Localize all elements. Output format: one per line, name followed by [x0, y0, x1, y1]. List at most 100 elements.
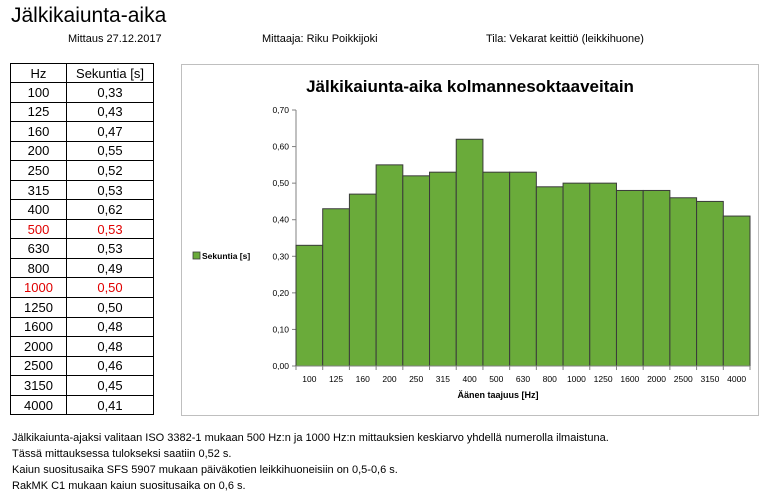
cell-seconds: 0,46 — [66, 355, 154, 377]
y-tick-label: 0,40 — [272, 215, 289, 225]
chart-title: Jälkikaiunta-aika kolmannesoktaaveitain — [306, 77, 634, 96]
cell-seconds: 0,53 — [66, 179, 154, 201]
bar-chart: Jälkikaiunta-aika kolmannesoktaaveitain … — [192, 77, 751, 400]
cell-seconds: 0,50 — [66, 297, 154, 318]
cell-hz: 100 — [10, 82, 67, 103]
legend-swatch — [192, 251, 201, 260]
bar — [375, 164, 404, 367]
x-tick-label: 1000 — [567, 374, 586, 384]
bar — [535, 186, 564, 367]
cell-hz: 2500 — [10, 355, 67, 377]
x-tick-label: 2000 — [647, 374, 666, 384]
table-row: 100 0,33 — [10, 82, 154, 103]
bar — [615, 189, 644, 367]
bar — [429, 171, 457, 367]
table-row: 1250 0,50 — [10, 297, 154, 318]
x-axis-label: Äänen taajuus [Hz] — [457, 390, 538, 400]
x-tick-label: 315 — [436, 374, 450, 384]
column-header-hz: Hz — [10, 63, 67, 83]
bar — [509, 171, 537, 367]
table-row: 2500 0,46 — [10, 355, 154, 377]
table-row: 400 0,62 — [10, 199, 154, 220]
table-row: 2000 0,48 — [10, 336, 154, 357]
table-header-row: Hz Sekuntia [s] — [10, 63, 154, 83]
cell-seconds: 0,53 — [66, 238, 154, 259]
y-tick-label: 0,00 — [272, 361, 289, 371]
note-line: Jälkikaiunta-ajaksi valitaan ISO 3382-1 … — [12, 432, 609, 444]
cell-hz: 1250 — [10, 297, 67, 318]
cell-seconds: 0,50 — [66, 277, 154, 299]
legend-label: Sekuntia [s] — [202, 251, 250, 261]
notes: Jälkikaiunta-ajaksi valitaan ISO 3382-1 … — [12, 430, 609, 494]
x-tick-label: 3150 — [700, 374, 719, 384]
x-tick-label: 400 — [462, 374, 476, 384]
bar — [562, 182, 591, 367]
column-header-seconds: Sekuntia [s] — [66, 63, 154, 83]
table-row: 1000 0,50 — [10, 277, 154, 299]
cell-hz: 315 — [10, 179, 67, 201]
bar — [295, 244, 324, 367]
x-tick-label: 4000 — [727, 374, 746, 384]
cell-hz: 3150 — [10, 375, 67, 396]
y-tick-label: 0,20 — [272, 288, 289, 298]
cell-hz: 200 — [10, 140, 67, 162]
cell-hz: 1600 — [10, 316, 67, 338]
measurer: Mittaaja: Riku Poikkijoki — [262, 33, 378, 45]
cell-seconds: 0,49 — [66, 257, 154, 279]
x-tick-label: 630 — [516, 374, 530, 384]
cell-seconds: 0,45 — [66, 375, 154, 396]
cell-hz: 800 — [10, 257, 67, 279]
bar — [482, 171, 511, 367]
y-tick-label: 0,60 — [272, 142, 289, 152]
table-row: 3150 0,45 — [10, 375, 154, 396]
bar — [322, 208, 350, 367]
cell-hz: 250 — [10, 160, 67, 181]
cell-hz: 125 — [10, 101, 67, 123]
table-row: 4000 0,41 — [10, 394, 154, 416]
x-tick-label: 1250 — [594, 374, 613, 384]
table-row: 160 0,47 — [10, 121, 154, 142]
cell-seconds: 0,47 — [66, 121, 154, 142]
cell-seconds: 0,62 — [66, 199, 154, 220]
bar — [348, 193, 377, 367]
y-tick-label: 0,10 — [272, 324, 289, 334]
table-row: 800 0,49 — [10, 257, 154, 279]
table-row: 1600 0,48 — [10, 316, 154, 338]
cell-seconds: 0,52 — [66, 160, 154, 181]
table-row: 250 0,52 — [10, 160, 154, 181]
room: Tila: Vekarat keittiö (leikkihuone) — [486, 33, 644, 45]
x-tick-label: 160 — [356, 374, 370, 384]
cell-seconds: 0,48 — [66, 336, 154, 357]
cell-seconds: 0,55 — [66, 140, 154, 162]
page-title: Jälkikaiunta-aika — [11, 4, 167, 27]
y-tick-label: 0,30 — [272, 251, 289, 261]
cell-hz: 2000 — [10, 336, 67, 357]
cell-hz: 630 — [10, 238, 67, 259]
cell-seconds: 0,48 — [66, 316, 154, 338]
y-tick-label: 0,50 — [272, 178, 289, 188]
legend: Sekuntia [s] — [192, 251, 250, 261]
cell-hz: 500 — [10, 218, 67, 240]
bar — [589, 182, 617, 367]
x-tick-label: 2500 — [674, 374, 693, 384]
table-row: 125 0,43 — [10, 101, 154, 123]
cell-seconds: 0,41 — [66, 394, 154, 416]
table-row: 200 0,55 — [10, 140, 154, 162]
table-row: 630 0,53 — [10, 238, 154, 259]
x-tick-label: 250 — [409, 374, 423, 384]
chart-area: Jälkikaiunta-aika kolmannesoktaaveitain … — [181, 64, 759, 416]
data-table: Hz Sekuntia [s] 100 0,33 125 0,43 160 0,47 200… — [10, 63, 154, 416]
bar — [455, 138, 484, 367]
measurement-date: Mittaus 27.12.2017 — [68, 33, 162, 45]
cell-hz: 400 — [10, 199, 67, 220]
x-tick-label: 1600 — [620, 374, 639, 384]
bar — [402, 175, 431, 367]
cell-hz: 1000 — [10, 277, 67, 299]
note-line: RakMK C1 mukaan kaiun suositusaika on 0,… — [12, 480, 246, 492]
bar — [696, 200, 724, 367]
cell-seconds: 0,53 — [66, 218, 154, 240]
note-line: Tässä mittauksessa tulokseksi saatiin 0,… — [12, 448, 232, 460]
bar — [642, 189, 671, 367]
cell-hz: 160 — [10, 121, 67, 142]
cell-seconds: 0,43 — [66, 101, 154, 123]
